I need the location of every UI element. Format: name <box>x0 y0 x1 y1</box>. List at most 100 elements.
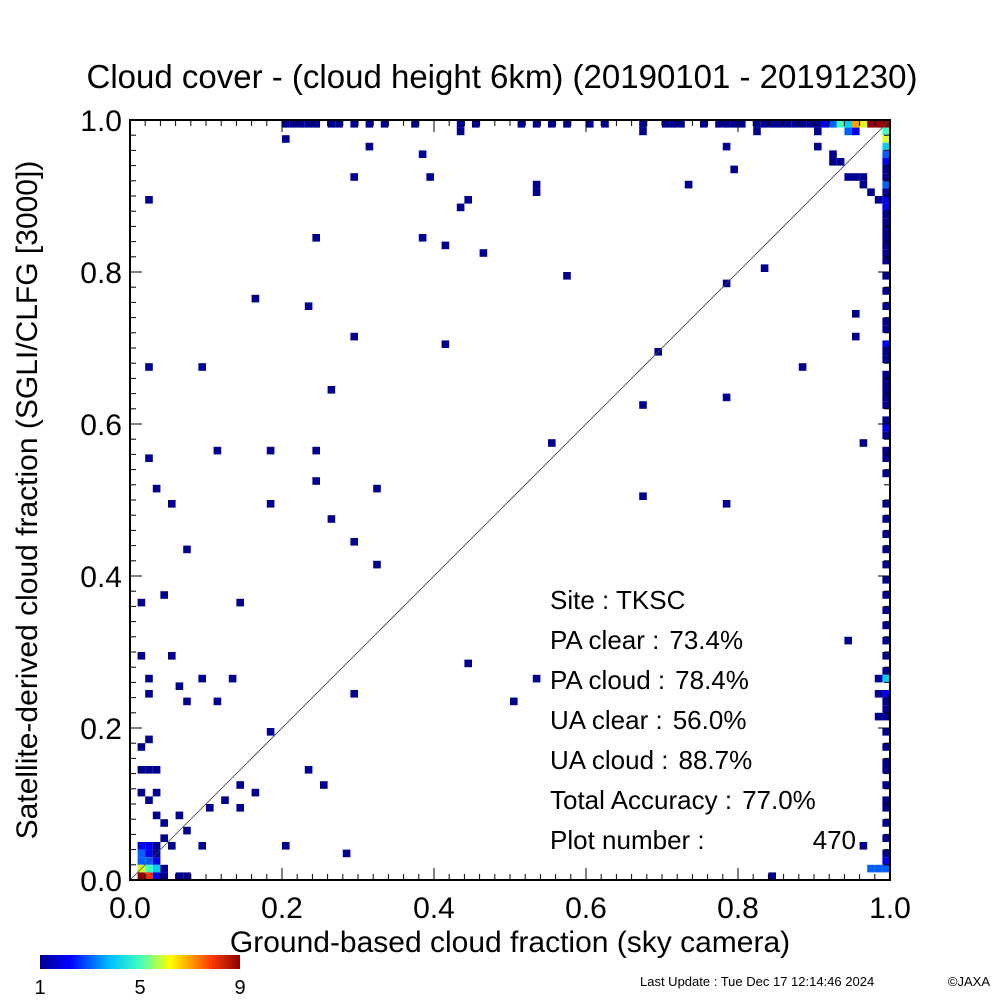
data-bin <box>532 674 541 683</box>
data-bin <box>145 849 153 858</box>
stats-panel: Site : TKSC PA clear : 73.4%PA cloud : 78.4… <box>550 585 856 855</box>
data-bin <box>882 150 890 158</box>
data-bin <box>312 120 320 128</box>
data-bin <box>882 393 890 402</box>
data-bin <box>669 120 678 128</box>
data-bin <box>418 150 427 158</box>
data-bin <box>563 272 571 280</box>
data-bin <box>882 317 890 326</box>
data-bin <box>175 872 184 880</box>
data-bin <box>441 241 450 250</box>
data-bin <box>814 127 822 136</box>
data-bin <box>213 697 222 706</box>
last-update-text: Last Update : Tue Dec 17 12:14:46 2024 <box>640 974 874 989</box>
data-bin <box>365 142 374 151</box>
data-bin <box>882 743 890 751</box>
data-bin <box>882 272 890 280</box>
data-bin <box>730 165 738 174</box>
y-tick-label: 0.8 <box>80 257 122 290</box>
stat-label: Plot number : <box>550 825 705 855</box>
data-bin <box>859 180 868 189</box>
chart-title: Cloud cover - (cloud height 6km) (201901… <box>87 58 918 95</box>
data-bin <box>882 370 890 379</box>
data-bin <box>882 431 890 440</box>
x-tick-label: 0.2 <box>261 892 303 925</box>
data-bin <box>137 857 146 865</box>
data-bin <box>882 515 890 523</box>
data-bin <box>464 196 472 204</box>
data-bin <box>844 636 852 645</box>
data-bin <box>783 120 792 128</box>
data-bin <box>183 872 191 880</box>
y-tick-label: 0.6 <box>80 409 122 442</box>
data-bin <box>350 120 358 128</box>
data-bin <box>882 819 890 827</box>
data-bin <box>152 766 161 774</box>
stat-label: PA cloud : <box>550 665 665 695</box>
data-bin <box>722 500 731 508</box>
x-axis-label: Ground-based cloud fraction (sky camera) <box>230 926 790 959</box>
data-bin <box>859 173 868 181</box>
data-bin <box>145 735 153 744</box>
data-bin <box>304 302 313 310</box>
data-bin <box>373 560 381 569</box>
data-bin <box>852 173 860 181</box>
data-bin <box>282 120 290 128</box>
data-bin <box>510 697 518 706</box>
data-bin <box>882 348 890 356</box>
data-bin <box>684 180 693 189</box>
data-bin <box>327 515 336 523</box>
data-bin <box>882 454 890 462</box>
data-bin <box>882 591 890 599</box>
data-bin <box>152 484 161 493</box>
data-bin <box>768 872 776 880</box>
data-bin <box>715 120 723 128</box>
data-bin <box>145 864 153 873</box>
data-bin <box>882 446 890 455</box>
data-bin <box>312 234 320 242</box>
data-bin <box>152 842 161 850</box>
data-bin <box>517 120 526 128</box>
data-bin <box>456 203 465 212</box>
data-bin <box>175 811 184 820</box>
data-bin <box>859 842 868 850</box>
data-bin <box>251 294 260 303</box>
data-bin <box>730 120 738 128</box>
data-bin <box>137 788 146 797</box>
data-bin <box>183 545 191 554</box>
data-bin <box>213 446 222 455</box>
data-bin <box>183 826 191 835</box>
data-bin <box>882 173 890 181</box>
data-bin <box>882 355 890 364</box>
data-bin <box>814 142 822 151</box>
data-bin <box>882 218 890 227</box>
stat-value: 73.4% <box>669 625 743 655</box>
data-bin <box>662 120 670 128</box>
data-bin <box>874 120 883 128</box>
data-bin <box>639 401 647 409</box>
data-bin <box>882 340 890 348</box>
data-bin <box>753 120 761 128</box>
data-bin <box>304 120 313 128</box>
data-bin <box>882 401 890 409</box>
diagonal-reference-line <box>129 119 891 881</box>
data-bin <box>760 120 769 128</box>
stat-line: UA cloud : 88.7% <box>550 745 752 775</box>
data-bin <box>882 697 890 706</box>
data-bins <box>137 120 890 880</box>
data-bin <box>882 857 890 865</box>
data-bin <box>297 120 305 128</box>
data-bin <box>882 302 890 310</box>
data-bin <box>198 842 206 850</box>
data-bin <box>251 788 260 797</box>
data-bin <box>145 796 153 804</box>
data-bin <box>601 120 609 128</box>
stat-label: Total Accuracy : <box>550 785 732 815</box>
data-bin <box>266 500 275 508</box>
data-bin <box>882 211 890 219</box>
data-bin <box>282 135 290 143</box>
data-bin <box>882 386 890 394</box>
data-bin <box>768 120 776 128</box>
stat-label: PA clear : <box>550 625 659 655</box>
data-bin <box>882 796 890 804</box>
